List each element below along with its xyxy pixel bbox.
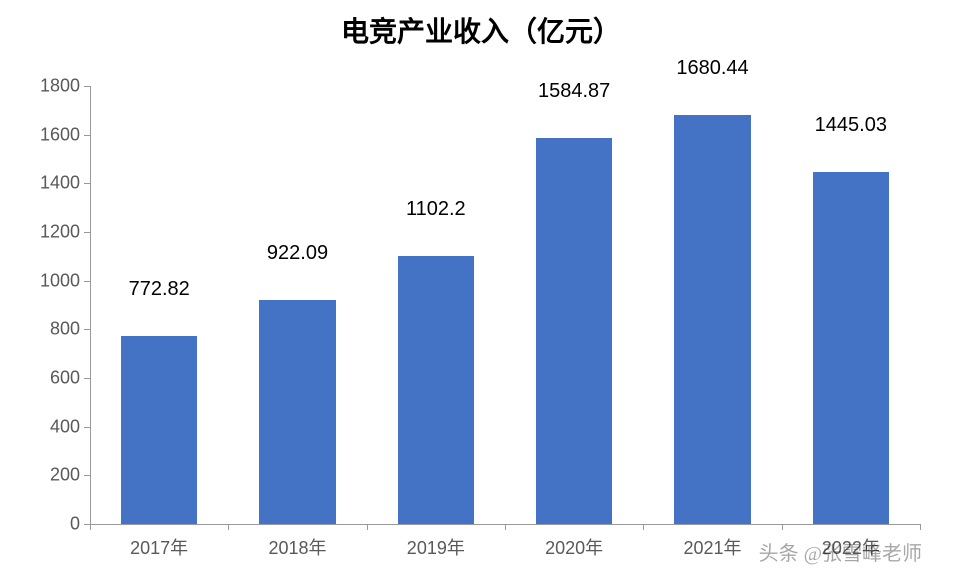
bar: [536, 138, 612, 524]
y-tick-label: 1800: [40, 76, 90, 97]
y-tick-label: 1000: [40, 270, 90, 291]
plot-area: 0200400600800100012001400160018002017年77…: [90, 86, 920, 524]
x-tick-mark: [920, 524, 921, 530]
bar-value-label: 1102.2: [406, 198, 466, 227]
bar-value-label: 1584.87: [538, 80, 610, 109]
watermark-text: 头条 @张雪峰老师: [759, 537, 922, 566]
bar: [259, 300, 335, 524]
y-axis: [90, 86, 91, 524]
y-tick-mark: [84, 329, 90, 330]
x-tick-mark: [643, 524, 644, 530]
x-tick-mark: [782, 524, 783, 530]
y-tick-mark: [84, 86, 90, 87]
x-tick-label: 2018年: [268, 524, 326, 560]
y-tick-mark: [84, 135, 90, 136]
x-tick-mark: [228, 524, 229, 530]
y-tick-mark: [84, 475, 90, 476]
bar-value-label: 922.09: [267, 242, 328, 271]
bar-value-label: 772.82: [129, 278, 190, 307]
bar: [674, 115, 750, 524]
y-tick-mark: [84, 378, 90, 379]
x-tick-mark: [90, 524, 91, 530]
y-tick-label: 1200: [40, 222, 90, 243]
y-tick-label: 1400: [40, 173, 90, 194]
chart-title: 电竞产业收入（亿元）: [0, 10, 962, 50]
x-tick-label: 2020年: [545, 524, 603, 560]
bar: [121, 336, 197, 524]
revenue-bar-chart: 电竞产业收入（亿元） 02004006008001000120014001600…: [0, 0, 962, 578]
x-tick-label: 2017年: [130, 524, 188, 560]
bar: [398, 256, 474, 524]
x-tick-mark: [505, 524, 506, 530]
x-tick-mark: [367, 524, 368, 530]
x-tick-label: 2019年: [407, 524, 465, 560]
y-tick-label: 1600: [40, 124, 90, 145]
y-tick-mark: [84, 183, 90, 184]
bar: [813, 172, 889, 524]
y-tick-mark: [84, 232, 90, 233]
x-tick-label: 2021年: [683, 524, 741, 560]
y-tick-mark: [84, 281, 90, 282]
bar-value-label: 1680.44: [676, 57, 748, 86]
bar-value-label: 1445.03: [815, 114, 887, 143]
y-tick-mark: [84, 427, 90, 428]
